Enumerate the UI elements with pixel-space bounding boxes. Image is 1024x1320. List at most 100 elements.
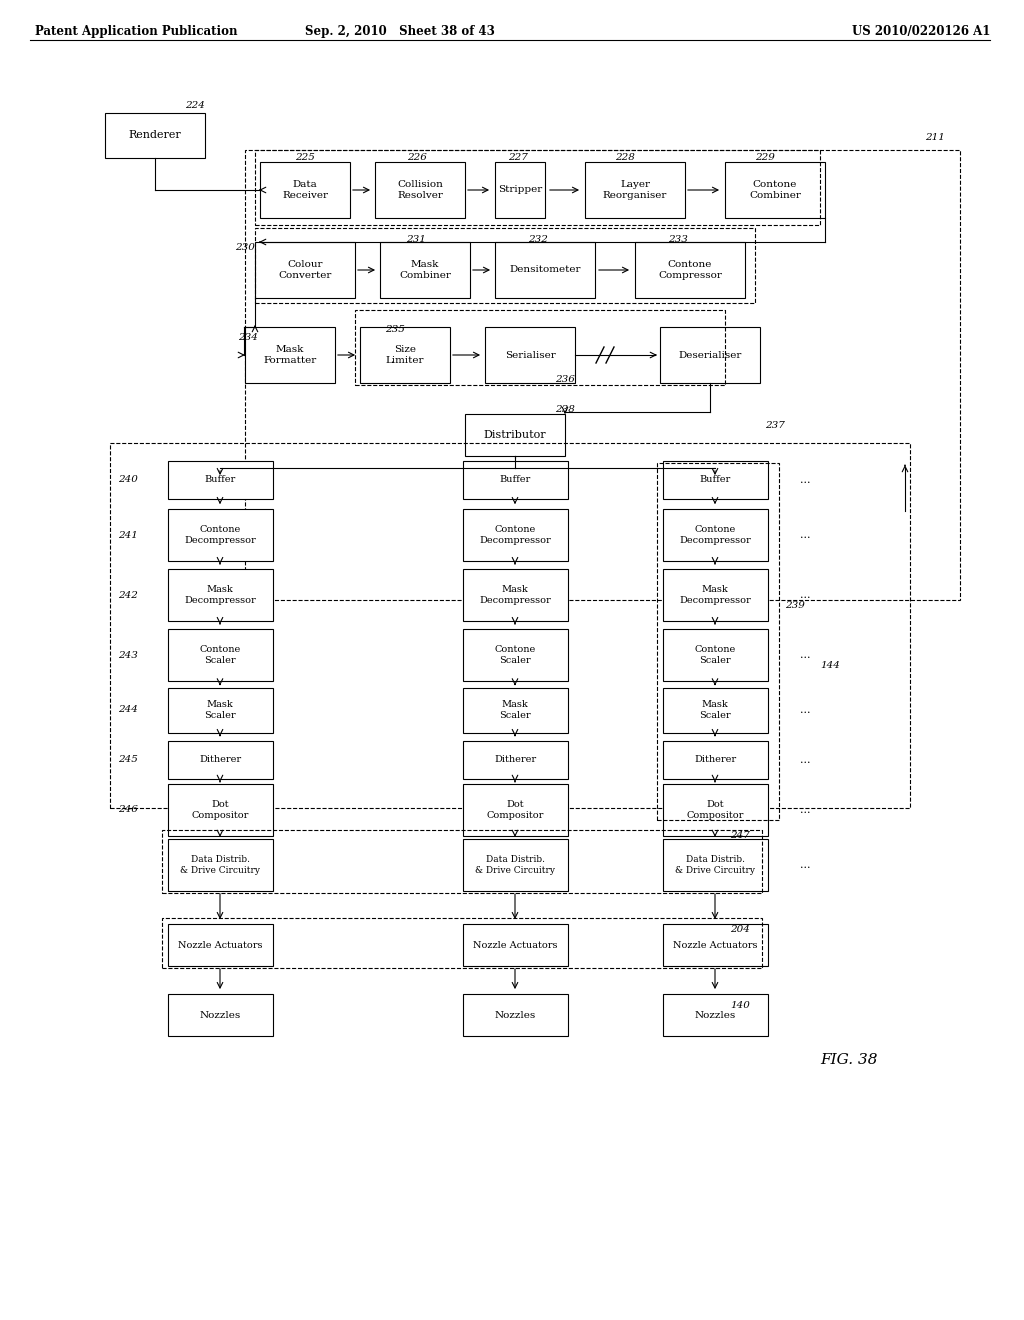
Text: Contone
Decompressor: Contone Decompressor	[184, 525, 256, 545]
Text: Contone
Decompressor: Contone Decompressor	[479, 525, 551, 545]
Text: 225: 225	[295, 153, 314, 162]
Bar	[375, 162, 465, 218]
Bar	[463, 924, 567, 966]
Text: Dot
Compositor: Dot Compositor	[686, 800, 743, 820]
Text: 245: 245	[118, 755, 138, 764]
Bar	[635, 243, 745, 297]
Text: Nozzle Actuators: Nozzle Actuators	[473, 940, 557, 949]
Bar	[495, 162, 545, 218]
Text: Densitometer: Densitometer	[509, 265, 581, 275]
Bar	[663, 461, 768, 499]
Bar	[168, 924, 272, 966]
Text: Mask
Decompressor: Mask Decompressor	[479, 585, 551, 605]
Text: Contone
Decompressor: Contone Decompressor	[679, 525, 751, 545]
Text: Collision
Resolver: Collision Resolver	[397, 181, 443, 199]
Bar	[663, 688, 768, 733]
Text: Contone
Compressor: Contone Compressor	[658, 260, 722, 280]
Bar	[168, 840, 272, 891]
Bar	[162, 917, 762, 968]
Bar	[255, 243, 355, 297]
Bar	[663, 569, 768, 620]
Text: 226: 226	[407, 153, 427, 162]
Text: 140: 140	[730, 1001, 750, 1010]
Text: Stripper: Stripper	[498, 186, 542, 194]
Bar	[663, 840, 768, 891]
Text: Dot
Compositor: Dot Compositor	[191, 800, 249, 820]
Text: ...: ...	[800, 649, 811, 660]
Bar	[663, 784, 768, 836]
Text: ...: ...	[800, 531, 811, 540]
Bar	[168, 510, 272, 561]
Text: 228: 228	[615, 153, 635, 162]
Text: Distributor: Distributor	[483, 430, 547, 440]
Text: Mask
Scaler: Mask Scaler	[699, 701, 731, 719]
Text: 246: 246	[118, 805, 138, 814]
Text: 144: 144	[820, 660, 840, 669]
Bar	[260, 162, 350, 218]
Bar	[485, 327, 575, 383]
Text: 238: 238	[555, 405, 574, 414]
Bar	[463, 994, 567, 1036]
Bar	[168, 630, 272, 681]
Bar	[255, 150, 820, 224]
Bar	[245, 327, 335, 383]
Bar	[725, 162, 825, 218]
Text: Ditherer: Ditherer	[199, 755, 241, 764]
Text: Mask
Scaler: Mask Scaler	[204, 701, 236, 719]
Text: 239: 239	[785, 601, 805, 610]
Text: 242: 242	[118, 590, 138, 599]
Bar	[255, 228, 755, 304]
Bar	[168, 741, 272, 779]
Text: 241: 241	[118, 531, 138, 540]
Text: ...: ...	[800, 755, 811, 766]
Bar	[660, 327, 760, 383]
Text: Mask
Combiner: Mask Combiner	[399, 260, 451, 280]
Bar	[355, 310, 725, 385]
Text: Ditherer: Ditherer	[494, 755, 536, 764]
Text: 233: 233	[668, 235, 688, 244]
Text: Renderer: Renderer	[129, 129, 181, 140]
Text: 234: 234	[238, 334, 258, 342]
Text: Contone
Combiner: Contone Combiner	[750, 181, 801, 199]
Text: FIG. 38: FIG. 38	[820, 1053, 878, 1067]
Text: Nozzle Actuators: Nozzle Actuators	[178, 940, 262, 949]
Bar	[463, 510, 567, 561]
Bar	[663, 994, 768, 1036]
Text: 231: 231	[406, 235, 426, 244]
Bar	[162, 830, 762, 894]
Text: 243: 243	[118, 651, 138, 660]
Text: Mask
Formatter: Mask Formatter	[263, 346, 316, 364]
Text: 230: 230	[234, 243, 255, 252]
Bar	[663, 630, 768, 681]
Bar	[495, 243, 595, 297]
Text: Nozzle Actuators: Nozzle Actuators	[673, 940, 758, 949]
Text: 227: 227	[508, 153, 528, 162]
Bar	[463, 840, 567, 891]
Bar	[380, 243, 470, 297]
Text: ...: ...	[800, 475, 811, 484]
Text: 247: 247	[730, 830, 750, 840]
Text: Nozzles: Nozzles	[694, 1011, 735, 1019]
Text: Size
Limiter: Size Limiter	[386, 346, 424, 364]
Bar	[463, 784, 567, 836]
Text: 244: 244	[118, 705, 138, 714]
Text: Layer
Reorganiser: Layer Reorganiser	[603, 181, 668, 199]
Text: Deserialiser: Deserialiser	[678, 351, 741, 359]
Text: Patent Application Publication: Patent Application Publication	[35, 25, 238, 38]
Text: Buffer: Buffer	[205, 475, 236, 484]
Text: 204: 204	[730, 925, 750, 935]
Bar	[105, 112, 205, 157]
Text: 232: 232	[528, 235, 548, 244]
Text: ...: ...	[800, 805, 811, 814]
Text: 229: 229	[755, 153, 775, 162]
Bar	[463, 688, 567, 733]
Bar	[245, 150, 961, 601]
Text: Buffer: Buffer	[500, 475, 530, 484]
Text: 236: 236	[555, 375, 574, 384]
Bar	[168, 994, 272, 1036]
Bar	[663, 741, 768, 779]
Bar	[168, 461, 272, 499]
Text: US 2010/0220126 A1: US 2010/0220126 A1	[852, 25, 990, 38]
Text: Contone
Scaler: Contone Scaler	[200, 645, 241, 665]
Bar	[168, 784, 272, 836]
